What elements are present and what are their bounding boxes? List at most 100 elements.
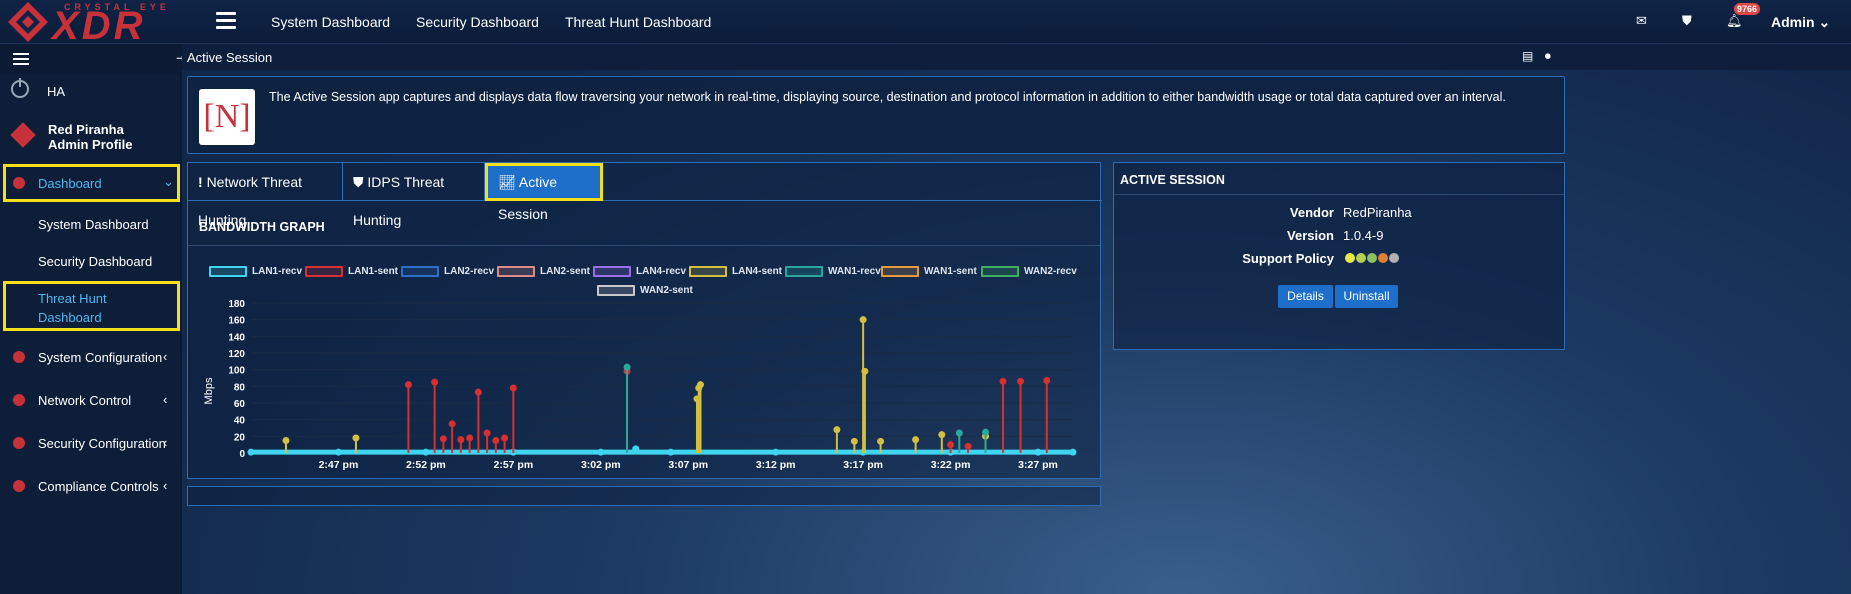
legend-swatch	[597, 285, 635, 296]
y-tick-label: 160	[228, 316, 245, 327]
profile-name: Red Piranha	[48, 122, 124, 137]
uninstall-button[interactable]: Uninstall	[1335, 285, 1398, 308]
policy-dot-2	[1356, 253, 1366, 263]
compliance-controls-icon	[13, 480, 25, 492]
chevron-left-icon: ‹	[163, 392, 168, 407]
sidebar-subitem-system-dashboard[interactable]: System Dashboard	[38, 217, 149, 232]
sidebar-subitem-threat-hunt-dashboard[interactable]: Threat Hunt	[38, 291, 107, 306]
vendor-label: Vendor	[1289, 205, 1334, 220]
bandwidth-chart: 0 20 40 60 80 100 120 140 160 180 Mbps 2:47 pm 2:52 …	[203, 299, 1077, 471]
data-point	[861, 367, 869, 375]
y-tick-label: 0	[239, 449, 245, 460]
sidebar-item-compliance-controls[interactable]: Compliance Controls ‹	[0, 477, 180, 499]
y-tick-label: 100	[228, 366, 245, 377]
app-details-panel: ACTIVE SESSION Vendor RedPiranha Version…	[1113, 162, 1565, 350]
profile-logo-icon	[10, 122, 36, 148]
legend-label: LAN2-recv	[444, 266, 495, 277]
sidebar-item-ha[interactable]: HA	[0, 74, 180, 106]
y-tick-label: 60	[234, 399, 246, 410]
data-point	[877, 437, 885, 445]
sidebar-item-system-configuration[interactable]: System Configuration ‹	[0, 348, 180, 370]
legend-swatch	[209, 266, 247, 277]
brand-logo[interactable]: CRYSTAL EYE XDR	[6, 0, 184, 48]
topnav-system-dashboard[interactable]: System Dashboard	[271, 14, 391, 30]
chart-line-icon: 📈︎	[498, 174, 516, 190]
sidebar-item-dashboard[interactable]: Dashboard ⌄	[0, 164, 180, 202]
sidebar-subitem-security-dashboard[interactable]: Security Dashboard	[38, 254, 153, 269]
sidebar-subitem-threat-hunt-dashboard-line2[interactable]: Dashboard	[38, 310, 102, 325]
data-point	[999, 377, 1007, 385]
sidebar-profile[interactable]: Red Piranha Admin Profile	[0, 118, 180, 158]
y-tick-label: 80	[234, 382, 246, 393]
details-button[interactable]: Details	[1278, 285, 1333, 308]
menu-toggle-icon[interactable]	[216, 12, 236, 30]
data-point	[833, 426, 841, 434]
legend-swatch	[981, 266, 1019, 277]
tab-network-threat-hunting[interactable]: ! Network Threat Hunting	[188, 163, 343, 228]
data-point	[492, 437, 500, 444]
brand-mark-icon	[8, 2, 48, 42]
tab-idps-threat-hunting[interactable]: ⛊ IDPS Threat Hunting	[343, 163, 485, 228]
y-tick-label: 20	[234, 432, 246, 443]
data-point	[501, 434, 509, 442]
legend-label: LAN4-sent	[732, 266, 783, 277]
tab-label: Active Session	[498, 174, 558, 222]
legend-swatch	[881, 266, 919, 277]
data-point	[667, 448, 675, 456]
exclamation-icon: !	[198, 174, 203, 190]
sidebar-menu-icon[interactable]	[13, 53, 29, 68]
legend-swatch	[689, 266, 727, 277]
shield-icon[interactable]: ⛊	[1682, 13, 1692, 28]
mail-icon[interactable]: ✉	[1636, 13, 1647, 28]
data-point	[912, 436, 920, 444]
sidebar-item-label: HA	[47, 84, 66, 99]
data-point	[696, 381, 704, 389]
sidebar-item-security-configuration[interactable]: Security Configuration ‹	[0, 434, 180, 456]
data-point	[466, 434, 474, 442]
y-tick-label: 140	[228, 332, 245, 343]
page-title: Active Session	[187, 50, 273, 65]
data-point	[597, 448, 605, 456]
y-tick-label: 180	[228, 299, 245, 310]
data-point	[955, 429, 963, 437]
topnav-threat-hunt-dashboard[interactable]: Threat Hunt Dashboard	[565, 14, 712, 30]
data-point	[964, 442, 972, 450]
data-point	[938, 431, 946, 439]
legend-swatch	[497, 266, 535, 277]
data-point	[457, 436, 465, 444]
x-tick-label: 3:07 pm	[668, 459, 708, 471]
topnav-security-dashboard[interactable]: Security Dashboard	[416, 14, 539, 30]
top-bar: CRYSTAL EYE XDR System Dashboard Securit…	[0, 0, 1851, 48]
divider	[1114, 194, 1564, 195]
data-point	[850, 437, 858, 445]
app-info-box: [N] The Active Session app captures and …	[187, 76, 1565, 154]
y-axis-label: Mbps	[203, 377, 215, 404]
notification-count-badge: 9766	[1734, 3, 1761, 15]
brand-subtitle: CRYSTAL EYE	[64, 2, 170, 12]
policy-dot-1	[1345, 253, 1355, 263]
legend-label: WAN1-sent	[924, 266, 977, 277]
policy-dot-5	[1389, 253, 1399, 263]
x-tick-label: 2:57 pm	[493, 459, 533, 471]
shield-icon: ⛊	[353, 174, 364, 190]
sidebar-item-network-control[interactable]: Network Control ‹	[0, 391, 180, 413]
x-tick-label: 3:22 pm	[931, 459, 971, 471]
profile-role: Admin Profile	[48, 137, 133, 152]
data-point	[282, 437, 290, 444]
graph-title: BANDWIDTH GRAPH	[199, 220, 325, 234]
user-menu[interactable]: Admin ⌄	[1771, 14, 1830, 31]
data-point	[1034, 448, 1042, 456]
logout-icon[interactable]: ⇥	[176, 51, 186, 65]
tab-active-session[interactable]: 📈︎ Active Session	[485, 163, 603, 222]
session-panel: ! Network Threat Hunting ⛊ IDPS Threat H…	[187, 162, 1102, 479]
bell-icon[interactable]: 🔔︎	[1726, 13, 1743, 28]
app-description: The Active Session app captures and disp…	[269, 90, 1506, 104]
toggle-icon[interactable]: ⏺	[1544, 49, 1551, 63]
sidebar: ⇥ HA Red Piranha Admin Profile Dashboard…	[0, 44, 186, 594]
chevron-down-icon: ⌄	[1818, 14, 1831, 30]
book-icon[interactable]: ▤	[1522, 49, 1534, 63]
tab-label: Network Threat Hunting	[198, 174, 303, 228]
app-logo: [N]	[199, 89, 255, 145]
data-point	[334, 448, 342, 456]
legend-swatch	[401, 266, 439, 277]
